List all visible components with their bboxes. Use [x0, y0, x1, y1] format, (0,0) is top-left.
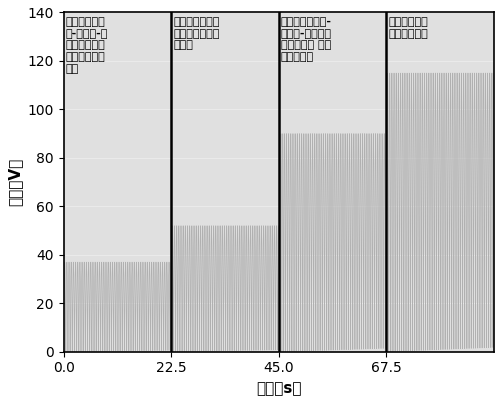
- X-axis label: 时间（s）: 时间（s）: [256, 381, 302, 396]
- Text: 本发明提供摩
擦纳米发电机: 本发明提供摩 擦纳米发电机: [388, 17, 428, 39]
- Y-axis label: 电压（V）: 电压（V）: [7, 158, 22, 206]
- Text: 仅含有聚酰亚胺
夹层的摩擦纳米
发电机: 仅含有聚酰亚胺 夹层的摩擦纳米 发电机: [173, 17, 219, 50]
- Text: 不含有钛酸铋
钠-钛酸锶-聚
酰亚胺复合夹
层摩擦纳米发
电机: 不含有钛酸铋 钠-钛酸锶-聚 酰亚胺复合夹 层摩擦纳米发 电机: [66, 17, 108, 74]
- Text: 含过量钛酸铋钠-
钛酸锶-聚酰亚胺
复合夹层的 摩擦
纳米发电机: 含过量钛酸铋钠- 钛酸锶-聚酰亚胺 复合夹层的 摩擦 纳米发电机: [281, 17, 332, 62]
